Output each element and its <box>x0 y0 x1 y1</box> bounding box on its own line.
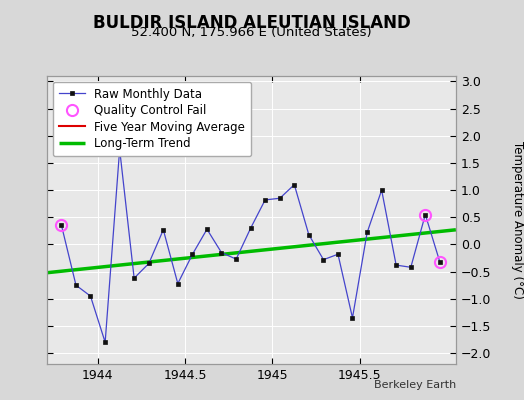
Quality Control Fail <box>436 260 443 264</box>
Raw Monthly Data <box>160 227 167 232</box>
Raw Monthly Data <box>102 340 108 345</box>
Quality Control Fail <box>116 147 123 152</box>
Raw Monthly Data <box>277 196 283 201</box>
Y-axis label: Temperature Anomaly (°C): Temperature Anomaly (°C) <box>511 141 523 299</box>
Raw Monthly Data <box>233 257 239 262</box>
Raw Monthly Data <box>422 212 429 217</box>
Quality Control Fail <box>58 223 64 228</box>
Raw Monthly Data <box>436 260 443 264</box>
Line: Quality Control Fail: Quality Control Fail <box>56 144 445 267</box>
Raw Monthly Data <box>58 223 64 228</box>
Raw Monthly Data <box>189 252 195 257</box>
Raw Monthly Data <box>262 198 268 202</box>
Raw Monthly Data <box>291 182 298 187</box>
Raw Monthly Data <box>378 188 385 192</box>
Raw Monthly Data <box>350 316 356 320</box>
Text: Berkeley Earth: Berkeley Earth <box>374 380 456 390</box>
Raw Monthly Data <box>219 250 225 255</box>
Quality Control Fail <box>422 212 429 217</box>
Raw Monthly Data <box>320 257 326 262</box>
Raw Monthly Data <box>73 283 79 288</box>
Raw Monthly Data <box>364 230 370 235</box>
Legend: Raw Monthly Data, Quality Control Fail, Five Year Moving Average, Long-Term Tren: Raw Monthly Data, Quality Control Fail, … <box>53 82 251 156</box>
Text: 52.400 N, 175.966 E (United States): 52.400 N, 175.966 E (United States) <box>131 26 372 39</box>
Raw Monthly Data <box>408 265 414 270</box>
Raw Monthly Data <box>393 263 399 268</box>
Raw Monthly Data <box>146 261 152 266</box>
Raw Monthly Data <box>116 147 123 152</box>
Raw Monthly Data <box>247 226 254 230</box>
Line: Raw Monthly Data: Raw Monthly Data <box>59 147 442 344</box>
Raw Monthly Data <box>335 252 341 257</box>
Raw Monthly Data <box>88 294 94 298</box>
Raw Monthly Data <box>174 281 181 286</box>
Raw Monthly Data <box>305 232 312 237</box>
Raw Monthly Data <box>204 227 210 232</box>
Raw Monthly Data <box>131 276 137 280</box>
Text: BULDIR ISLAND ALEUTIAN ISLAND: BULDIR ISLAND ALEUTIAN ISLAND <box>93 14 410 32</box>
